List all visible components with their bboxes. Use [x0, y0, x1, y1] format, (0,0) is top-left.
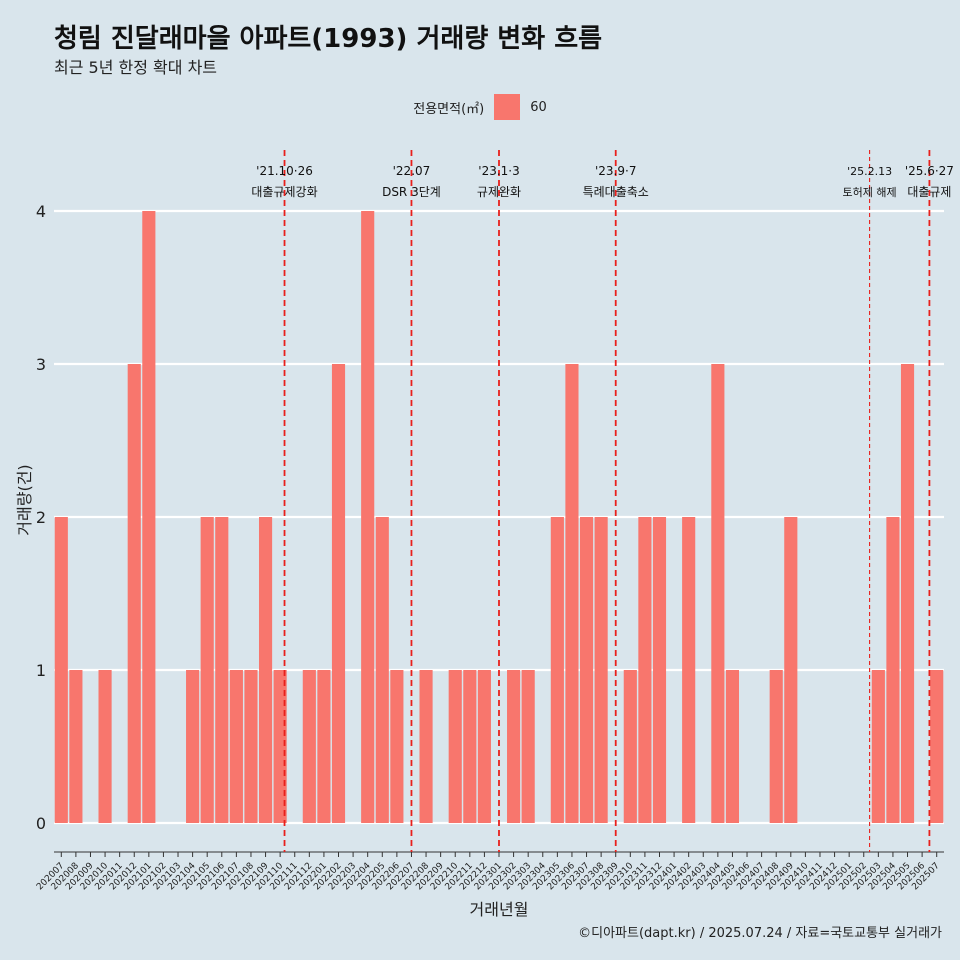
event-description-label: 규제완화	[477, 185, 521, 199]
chart-subtitle: 최근 5년 한정 확대 차트	[54, 58, 218, 77]
bar	[317, 670, 331, 823]
bar	[784, 517, 798, 823]
event-description-label: 대출규제	[907, 185, 951, 199]
bar	[186, 670, 200, 823]
bar	[930, 670, 944, 823]
event-description-label: 토허제 해제	[843, 185, 897, 199]
y-tick-label: 1	[36, 661, 46, 680]
bar	[638, 517, 652, 823]
y-tick-label: 2	[36, 508, 46, 527]
event-date-label: '25.2.13	[847, 165, 892, 178]
bar	[900, 364, 915, 823]
event-date-label: '21.10·26	[256, 164, 313, 178]
event-description-label: 특례대출축소	[583, 185, 649, 199]
y-tick-label: 4	[36, 202, 46, 221]
y-tick-label: 3	[36, 355, 46, 374]
bar	[229, 670, 243, 823]
bar	[594, 517, 608, 823]
bar	[565, 364, 579, 823]
bar	[871, 670, 885, 823]
legend: 전용면적(㎡) 60	[0, 94, 960, 120]
bar	[725, 670, 740, 823]
bar	[142, 211, 156, 823]
bar	[550, 517, 564, 823]
bar	[54, 517, 68, 823]
bar	[98, 670, 112, 823]
legend-title: 전용면적(㎡)	[413, 101, 485, 117]
bar	[652, 517, 667, 823]
event-date-label: '25.6·27	[905, 164, 954, 178]
bar	[507, 670, 521, 823]
bar	[273, 670, 287, 823]
bar	[419, 670, 433, 823]
bar	[258, 517, 273, 823]
legend-swatch	[494, 94, 521, 120]
legend-item-label: 60	[530, 99, 547, 115]
event-date-label: '23.9·7	[595, 164, 636, 178]
bar	[127, 364, 141, 823]
chart-title: 청림 진달래마을 아파트(1993) 거래량 변화 흐름	[54, 24, 603, 54]
bar	[200, 517, 214, 823]
bar	[361, 211, 375, 823]
x-axis-title: 거래년월	[470, 900, 529, 919]
bar	[331, 364, 346, 823]
event-description-label: DSR 3단계	[382, 185, 441, 199]
y-axis-title: 거래량(건)	[15, 464, 34, 535]
bar	[769, 670, 783, 823]
bar	[463, 670, 477, 823]
source-caption: ©디아파트(dapt.kr) / 2025.07.24 / 자료=국토교통부 실…	[578, 926, 942, 941]
bar	[623, 670, 637, 823]
bar	[521, 670, 535, 823]
y-tick-label: 0	[36, 814, 46, 833]
bar	[682, 517, 696, 823]
bar	[375, 517, 389, 823]
bar	[244, 670, 258, 823]
event-description-label: 대출규제강화	[251, 185, 317, 199]
bar	[711, 364, 725, 823]
bar	[215, 517, 229, 823]
event-date-label: '23.1·3	[478, 164, 519, 178]
bar	[390, 670, 404, 823]
bar	[448, 670, 462, 823]
bar	[302, 670, 316, 823]
bar	[886, 517, 900, 823]
bar	[477, 670, 491, 823]
bar	[69, 670, 83, 823]
bar	[579, 517, 594, 823]
event-date-label: '22.07	[393, 164, 431, 178]
